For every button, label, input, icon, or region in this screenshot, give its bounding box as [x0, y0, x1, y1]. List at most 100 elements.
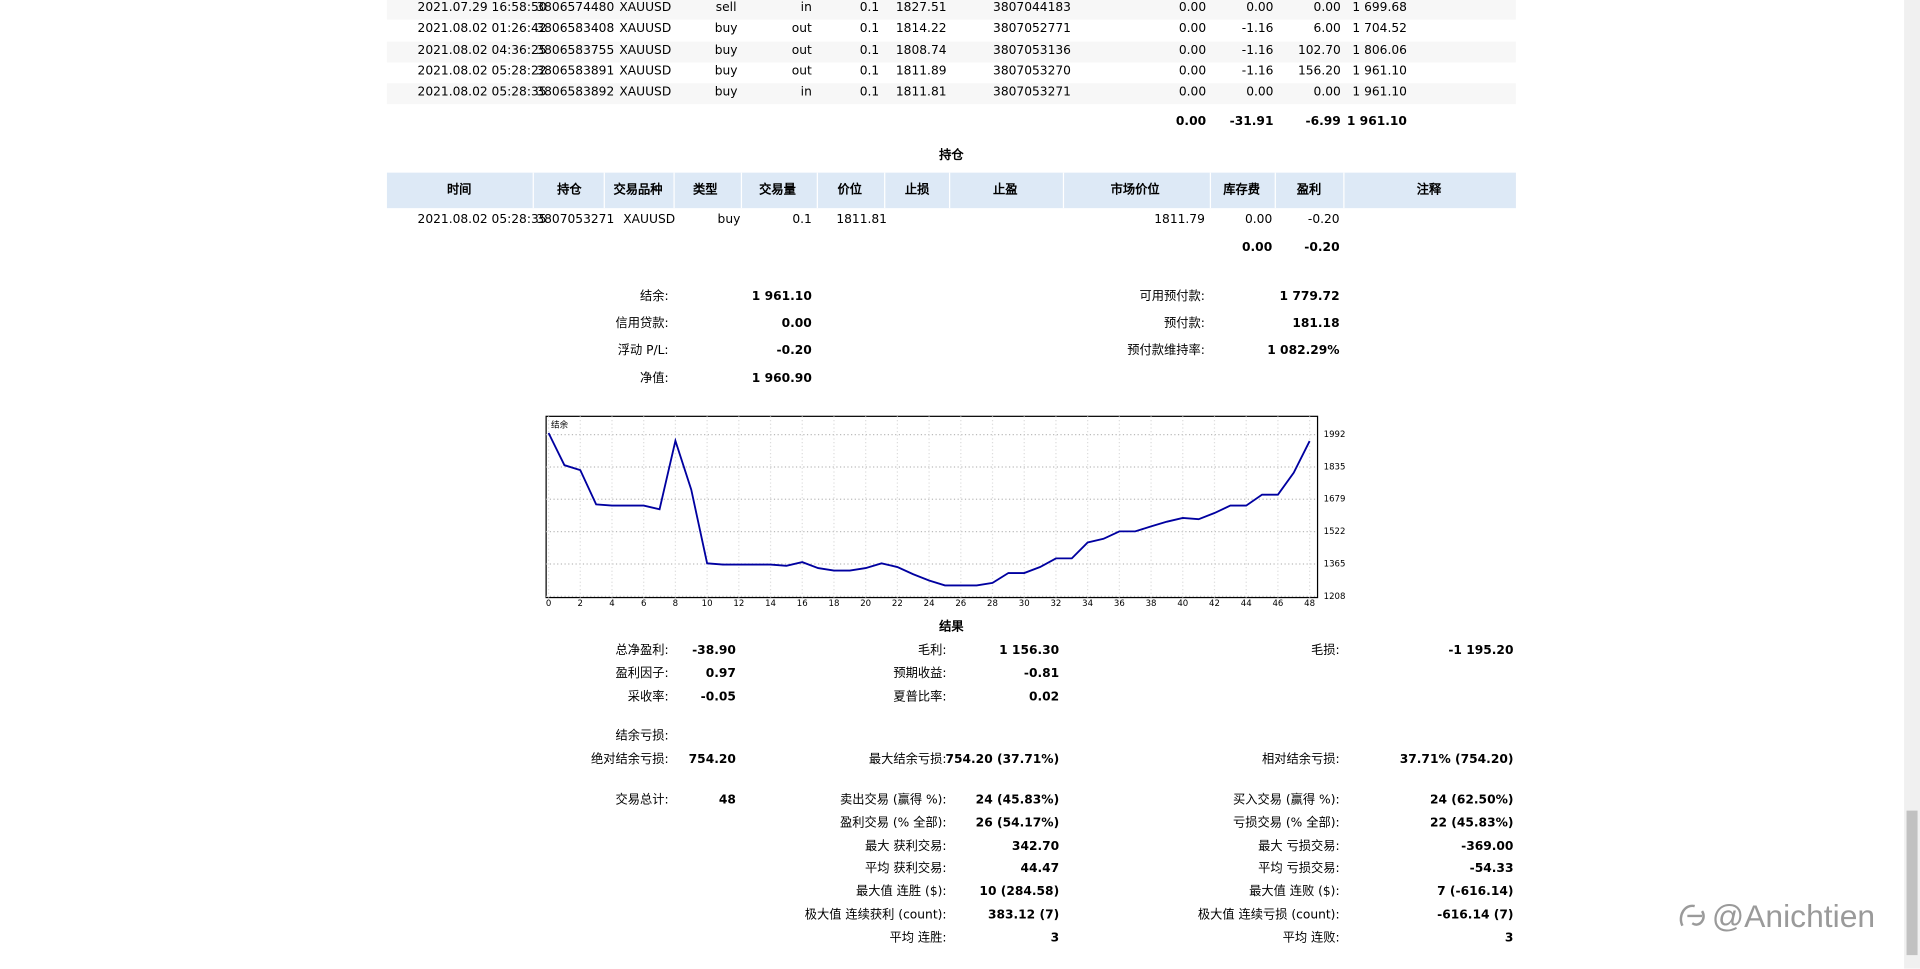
position-cell: 3807053271 [536, 213, 615, 227]
result-value: -54.33 [1469, 862, 1514, 876]
position-total: 0.00 [1242, 241, 1273, 255]
deal-cell: 3806574480 [536, 1, 615, 15]
result-value: 26 (54.17%) [975, 816, 1060, 831]
deal-cell: buy [714, 64, 738, 79]
result-value: 342.70 [1011, 840, 1060, 854]
result-label: 毛利: [917, 644, 947, 658]
x-tick-label: 4 [609, 599, 614, 609]
deal-cell: 3807053270 [993, 64, 1071, 79]
scrollbar-thumb[interactable] [1906, 810, 1918, 956]
deal-cell: -1.16 [1241, 44, 1274, 58]
summary-label: 浮动 P/L: [617, 344, 669, 358]
deal-cell: 2021.08.02 04:36:25 [417, 44, 547, 58]
x-tick-label: 42 [1209, 599, 1220, 609]
deal-cell: 2021.08.02 05:28:22 [417, 64, 547, 79]
deal-cell: 0.1 [859, 22, 880, 36]
y-tick-label: 1365 [1324, 559, 1346, 569]
result-label: 相对结余亏损: [1261, 753, 1340, 767]
position-cell: 1811.81 [836, 213, 887, 227]
position-total: -0.20 [1304, 241, 1340, 255]
deal-cell: 0.00 [1178, 44, 1207, 58]
deal-cell: 3806583755 [536, 44, 615, 58]
deal-cell: 3806583408 [536, 22, 615, 36]
result-label: 买入交易 (赢得 %): [1233, 793, 1340, 807]
result-label: 盈利交易 (% 全部): [839, 816, 947, 831]
result-value: 0.97 [705, 667, 736, 681]
result-label: 最大值 连败 ($): [1249, 885, 1340, 899]
summary-value: 1 779.72 [1279, 290, 1340, 304]
watermark-icon [1679, 904, 1705, 927]
deal-cell: out [791, 44, 812, 58]
header-separator [673, 172, 675, 209]
result-label: 平均 连败: [1282, 931, 1340, 946]
deal-cell: in [800, 1, 812, 15]
y-tick-label: 1208 [1324, 592, 1346, 602]
deal-cell: 3807052771 [993, 22, 1071, 36]
header-cell: 交易品种 [613, 183, 663, 198]
deal-cell: 3807053271 [993, 85, 1071, 100]
result-label: 采收率: [627, 690, 669, 705]
header-separator [1209, 172, 1212, 209]
deal-cell: 0.00 [1178, 85, 1207, 100]
summary-value: 1 960.90 [751, 372, 812, 386]
x-tick-label: 46 [1272, 599, 1283, 609]
position-cell: XAUUSD [623, 213, 676, 227]
position-cell: -0.20 [1307, 213, 1340, 227]
x-tick-label: 40 [1177, 599, 1188, 609]
x-tick-label: 10 [702, 599, 713, 609]
summary-label: 预付款维持率: [1127, 344, 1205, 358]
deal-cell: out [791, 22, 812, 36]
x-tick-label: 24 [924, 599, 935, 609]
header-cell: 时间 [446, 183, 472, 198]
deal-cell: -1.16 [1241, 64, 1274, 79]
chart-label: 结余 [551, 418, 569, 430]
deal-cell: 0.00 [1178, 22, 1207, 36]
x-tick-label: 34 [1082, 599, 1093, 609]
x-tick-label: 48 [1304, 599, 1315, 609]
deal-cell: 3807044183 [993, 1, 1071, 15]
summary-value: -0.20 [776, 344, 812, 358]
result-label: 平均 亏损交易: [1258, 862, 1340, 876]
result-label: 盈利因子: [615, 667, 669, 681]
result-value: 754.20 [688, 753, 736, 767]
result-label: 总净盈利: [615, 644, 669, 658]
header-cell: 库存费 [1223, 183, 1261, 198]
x-tick-label: 16 [797, 599, 808, 609]
result-label: 极大值 连续亏损 (count): [1197, 908, 1340, 923]
section-title: 持仓 [939, 149, 964, 163]
deal-cell: 1808.74 [895, 44, 947, 58]
section-title: 结果 [939, 620, 964, 635]
result-value: -369.00 [1461, 840, 1514, 854]
y-tick-label: 1835 [1324, 463, 1346, 473]
result-label: 预期收益: [893, 667, 947, 681]
summary-label: 净值: [639, 372, 669, 386]
header-separator [816, 172, 818, 209]
header-cell: 盈利 [1296, 183, 1322, 198]
header-cell: 交易量 [759, 183, 796, 198]
deal-cell: 102.70 [1297, 44, 1341, 58]
deal-cell: 6.00 [1313, 22, 1341, 36]
header-separator [948, 172, 951, 209]
scrollbar[interactable] [1904, 0, 1920, 969]
result-label: 最大值 连胜 ($): [856, 885, 947, 899]
deal-cell: 1814.22 [895, 22, 947, 36]
balance-line [547, 432, 1311, 587]
row-bg [386, 0, 1516, 20]
deal-cell: 0.00 [1246, 85, 1274, 100]
x-tick-label: 28 [987, 599, 998, 609]
deal-cell: 0.00 [1313, 1, 1341, 15]
result-value: 22 (45.83%) [1429, 816, 1514, 831]
summary-value: 181.18 [1292, 317, 1340, 331]
deal-cell: 1811.89 [895, 64, 947, 79]
deal-cell: 1811.81 [895, 85, 947, 100]
header-cell: 止损 [904, 183, 930, 198]
x-tick-label: 26 [955, 599, 966, 609]
result-value: 754.20 (37.71%) [945, 753, 1060, 767]
deal-cell: 1 961.10 [1352, 64, 1407, 79]
plot-area [545, 415, 1319, 599]
summary-value: 1 082.29% [1267, 344, 1340, 358]
x-tick-label: 0 [546, 599, 551, 609]
result-value: 10 (284.58) [979, 885, 1060, 899]
row-bg [386, 41, 1516, 63]
deal-total: -6.99 [1305, 115, 1341, 129]
